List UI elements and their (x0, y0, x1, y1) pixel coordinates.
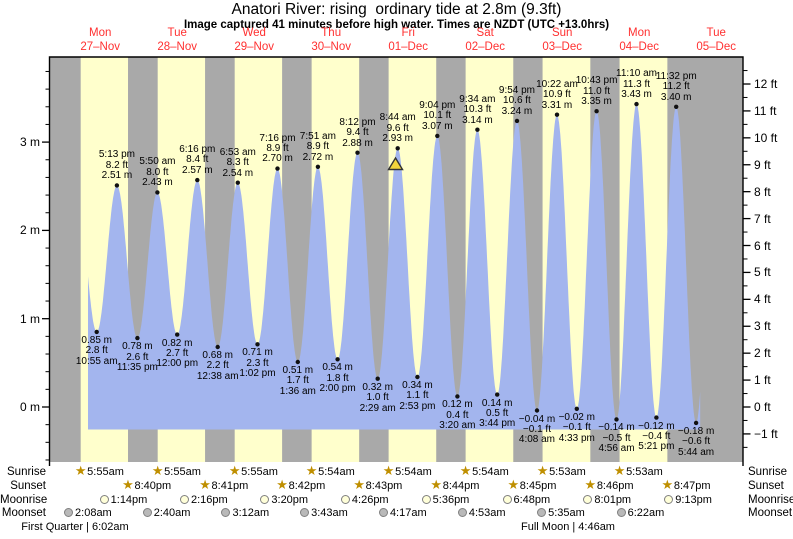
moonrise-row-label-left: Moonrise (0, 493, 48, 506)
moon-phase-first-quarter: First Quarter | 6:02am (21, 521, 129, 533)
tide-extreme-dot (554, 112, 560, 117)
tide-extreme-dot (195, 177, 200, 183)
tide-extreme-dot (375, 376, 380, 381)
tide-extreme-dot (155, 190, 160, 195)
tide-extreme-dot (175, 332, 180, 337)
sunrise-row-label-right: Sunrise (748, 466, 787, 478)
moon-phase-full-moon: Full Moon | 4:46am (521, 521, 615, 533)
tide-extreme-dot (693, 420, 699, 426)
moonset-row-label-left: Moonset (1, 507, 46, 519)
moonrise-row-label-right: Moonrise (748, 493, 793, 506)
tide-extreme-dot (674, 104, 679, 110)
tide-extreme-dot (335, 357, 340, 362)
tide-extreme-dot (235, 180, 240, 185)
tide-extreme-dot (315, 164, 321, 169)
tide-extreme-dot (275, 166, 280, 171)
tide-extreme-dot (395, 146, 400, 151)
tide-extreme-dot (295, 359, 300, 365)
tide-extreme-dot (614, 417, 619, 422)
tide-extreme-dot (255, 342, 260, 347)
tide-extreme-dot (475, 127, 480, 132)
tide-extreme-dot (534, 408, 540, 413)
plot-frame (48, 56, 744, 466)
tide-curve (88, 104, 701, 430)
chart-title: Anatori River: rising ordinary tide at 2… (231, 1, 562, 18)
tide-extreme-dot (435, 133, 440, 139)
current-tide-marker-icon (387, 156, 404, 171)
chart-subtitle: Image captured 41 minutes before high wa… (183, 19, 610, 31)
tide-extreme-dot (574, 406, 579, 411)
moonset-row-label-right: Moonset (748, 507, 793, 519)
sunset-row-label-right: Sunset (748, 480, 784, 492)
tide-extreme-dot (495, 392, 500, 397)
sunset-row-label-left: Sunset (10, 480, 46, 492)
tide-extreme-dot (654, 415, 659, 420)
tide-extreme-dot (594, 109, 599, 114)
tide-extreme-dot (215, 344, 220, 350)
tide-extreme-dot (455, 394, 460, 399)
tide-extreme-dot (415, 374, 420, 380)
tide-extreme-dot (514, 118, 520, 124)
sunrise-row-label-left: Sunrise (7, 466, 46, 478)
tide-extreme-dot (634, 101, 639, 107)
tide-extreme-dot (135, 335, 140, 341)
tide-extreme-dot (114, 183, 120, 188)
tide-extreme-dot (355, 150, 360, 155)
tide-extreme-dot (94, 329, 99, 335)
